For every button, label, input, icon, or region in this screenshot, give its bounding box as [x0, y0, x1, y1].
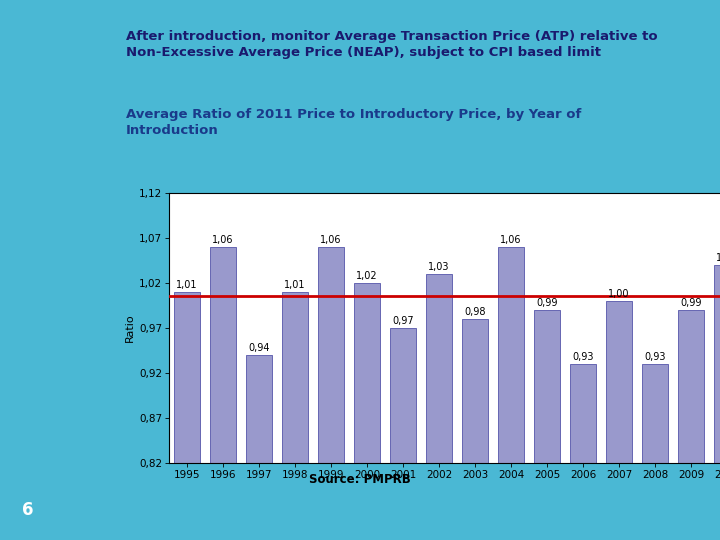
Bar	[210, 247, 236, 540]
Bar	[354, 283, 380, 540]
Bar	[426, 274, 452, 540]
Text: 0,94: 0,94	[248, 343, 270, 353]
Bar	[462, 319, 488, 540]
Text: 6: 6	[22, 501, 33, 519]
Bar	[246, 355, 272, 540]
Text: 0,99: 0,99	[536, 298, 558, 308]
Text: 1,06: 1,06	[320, 235, 342, 245]
Text: Average Ratio of 2011 Price to Introductory Price, by Year of
Introduction: Average Ratio of 2011 Price to Introduct…	[126, 108, 581, 137]
Bar	[678, 310, 704, 540]
Bar	[714, 265, 720, 540]
Bar	[606, 301, 632, 540]
Text: After introduction, monitor Average Transaction Price (ATP) relative to
Non-Exce: After introduction, monitor Average Tran…	[126, 30, 657, 59]
Text: 1,03: 1,03	[428, 262, 450, 272]
Text: 1,04: 1,04	[716, 253, 720, 263]
Text: 0,98: 0,98	[464, 307, 486, 317]
Text: www.pmprb-cepmb.gc.ca: www.pmprb-cepmb.gc.ca	[548, 504, 698, 517]
Text: Source: PMPRB: Source: PMPRB	[309, 473, 411, 486]
Bar	[318, 247, 344, 540]
Bar	[498, 247, 524, 540]
Text: 1,01: 1,01	[284, 280, 306, 290]
Bar	[642, 364, 668, 540]
Bar	[282, 292, 308, 540]
Bar	[534, 310, 560, 540]
Text: 0,93: 0,93	[572, 352, 594, 362]
Text: 1,06: 1,06	[500, 235, 522, 245]
Text: 1,01: 1,01	[176, 280, 198, 290]
Text: 1,02: 1,02	[356, 271, 378, 281]
Text: 1,00: 1,00	[608, 289, 630, 299]
Bar	[174, 292, 200, 540]
Text: 0,93: 0,93	[644, 352, 666, 362]
Y-axis label: Ratio: Ratio	[125, 313, 135, 342]
Bar	[570, 364, 596, 540]
Bar	[390, 328, 416, 540]
Text: 0,99: 0,99	[680, 298, 702, 308]
Text: 1,06: 1,06	[212, 235, 234, 245]
Text: 0,97: 0,97	[392, 316, 414, 326]
